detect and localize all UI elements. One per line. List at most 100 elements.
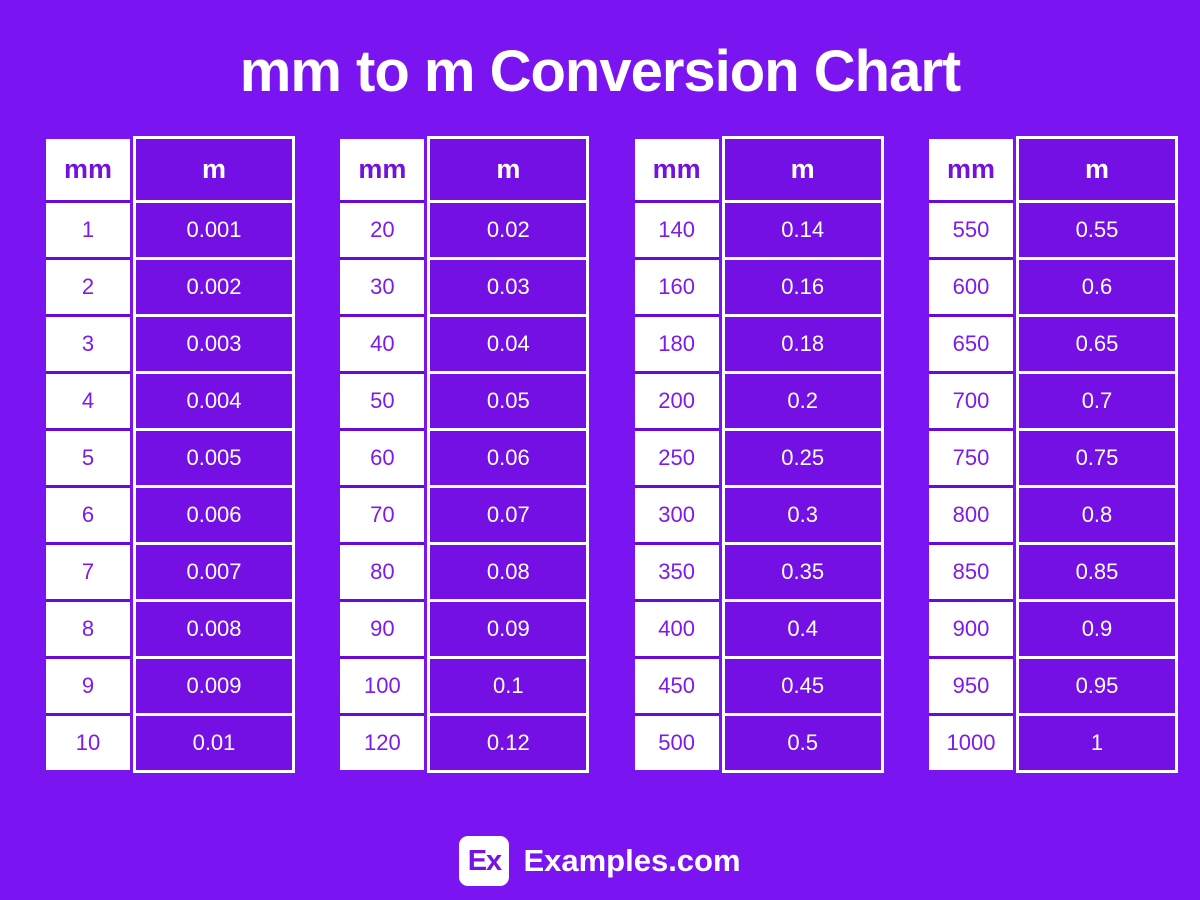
mm-cell: 160 bbox=[634, 257, 719, 314]
mm-cell: 10 bbox=[46, 713, 130, 770]
mm-cell: 700 bbox=[928, 371, 1013, 428]
m-cell: 0.5 bbox=[724, 713, 881, 770]
mm-cell: 70 bbox=[340, 485, 425, 542]
col-m-column: m 0.02 0.03 0.04 0.05 0.06 0.07 0.08 0.09 0.1 0.12 bbox=[427, 136, 590, 773]
col-header-m: m bbox=[1018, 139, 1175, 200]
mm-cell: 20 bbox=[340, 200, 425, 257]
m-cell: 0.85 bbox=[1018, 542, 1175, 599]
m-cell: 0.004 bbox=[136, 371, 292, 428]
m-cell: 0.05 bbox=[430, 371, 587, 428]
m-cell: 0.75 bbox=[1018, 428, 1175, 485]
mm-cell: 8 bbox=[46, 599, 130, 656]
col-mm-column: mm 140 160 180 200 250 300 350 400 450 500 bbox=[632, 136, 722, 773]
col-header-mm: mm bbox=[928, 139, 1013, 200]
m-cell: 0.1 bbox=[430, 656, 587, 713]
examples-logo-icon: Ex bbox=[459, 836, 510, 886]
m-cell: 0.08 bbox=[430, 542, 587, 599]
mm-cell: 60 bbox=[340, 428, 425, 485]
m-cell: 0.007 bbox=[136, 542, 292, 599]
m-cell: 0.09 bbox=[430, 599, 587, 656]
mm-cell: 90 bbox=[340, 599, 425, 656]
m-cell: 0.25 bbox=[724, 428, 881, 485]
mm-cell: 6 bbox=[46, 485, 130, 542]
mm-cell: 250 bbox=[634, 428, 719, 485]
mm-cell: 750 bbox=[928, 428, 1013, 485]
m-cell: 0.07 bbox=[430, 485, 587, 542]
mm-cell: 100 bbox=[340, 656, 425, 713]
m-cell: 0.7 bbox=[1018, 371, 1175, 428]
m-cell: 0.65 bbox=[1018, 314, 1175, 371]
page-title: mm to m Conversion Chart bbox=[239, 39, 961, 104]
m-cell: 0.35 bbox=[724, 542, 881, 599]
footer-brand: Ex Examples.com bbox=[0, 836, 1200, 886]
mm-cell: 650 bbox=[928, 314, 1013, 371]
mm-cell: 7 bbox=[46, 542, 130, 599]
m-cell: 0.95 bbox=[1018, 656, 1175, 713]
col-m-column: m 0.14 0.16 0.18 0.2 0.25 0.3 0.35 0.4 0.45 0.5 bbox=[721, 136, 884, 773]
m-cell: 0.3 bbox=[724, 485, 881, 542]
logo-text: Ex bbox=[467, 844, 502, 877]
m-cell: 0.12 bbox=[430, 713, 587, 770]
mm-cell: 550 bbox=[928, 200, 1013, 257]
mm-cell: 950 bbox=[928, 656, 1013, 713]
mm-cell: 450 bbox=[634, 656, 719, 713]
mm-cell: 350 bbox=[634, 542, 719, 599]
mm-cell: 180 bbox=[634, 314, 719, 371]
conversion-table-4: mm 550 600 650 700 750 800 850 900 950 1000 m 0.55 0.… bbox=[926, 136, 1178, 773]
m-cell: 0.55 bbox=[1018, 200, 1175, 257]
m-cell: 0.005 bbox=[136, 428, 292, 485]
m-cell: 0.04 bbox=[430, 314, 587, 371]
mm-cell: 9 bbox=[46, 656, 130, 713]
mm-cell: 30 bbox=[340, 257, 425, 314]
mm-cell: 1 bbox=[46, 200, 130, 257]
mm-cell: 300 bbox=[634, 485, 719, 542]
mm-cell: 3 bbox=[46, 314, 130, 371]
mm-cell: 140 bbox=[634, 200, 719, 257]
m-cell: 0.03 bbox=[430, 257, 587, 314]
m-cell: 0.02 bbox=[430, 200, 587, 257]
conversion-tables-container: mm 1 2 3 4 5 6 7 8 9 10 m 0.001 0.002 0.003 0.004 0.005 0… bbox=[0, 136, 1200, 773]
col-header-m: m bbox=[136, 139, 292, 200]
col-header-mm: mm bbox=[46, 139, 130, 200]
conversion-table-3: mm 140 160 180 200 250 300 350 400 450 500 m 0.14 0.1… bbox=[632, 136, 884, 773]
col-header-mm: mm bbox=[634, 139, 719, 200]
mm-cell: 2 bbox=[46, 257, 130, 314]
m-cell: 0.2 bbox=[724, 371, 881, 428]
col-m-column: m 0.55 0.6 0.65 0.7 0.75 0.8 0.85 0.9 0.95 1 bbox=[1015, 136, 1178, 773]
brand-name: Examples.com bbox=[523, 843, 741, 878]
m-cell: 1 bbox=[1018, 713, 1175, 770]
m-cell: 0.006 bbox=[136, 485, 292, 542]
m-cell: 0.01 bbox=[136, 713, 292, 770]
mm-cell: 500 bbox=[634, 713, 719, 770]
mm-cell: 80 bbox=[340, 542, 425, 599]
m-cell: 0.002 bbox=[136, 257, 292, 314]
col-mm-column: mm 550 600 650 700 750 800 850 900 950 1000 bbox=[926, 136, 1016, 773]
m-cell: 0.14 bbox=[724, 200, 881, 257]
mm-cell: 4 bbox=[46, 371, 130, 428]
mm-cell: 900 bbox=[928, 599, 1013, 656]
mm-cell: 40 bbox=[340, 314, 425, 371]
m-cell: 0.4 bbox=[724, 599, 881, 656]
m-cell: 0.16 bbox=[724, 257, 881, 314]
m-cell: 0.008 bbox=[136, 599, 292, 656]
mm-cell: 600 bbox=[928, 257, 1013, 314]
mm-cell: 400 bbox=[634, 599, 719, 656]
m-cell: 0.9 bbox=[1018, 599, 1175, 656]
m-cell: 0.18 bbox=[724, 314, 881, 371]
mm-cell: 120 bbox=[340, 713, 425, 770]
m-cell: 0.06 bbox=[430, 428, 587, 485]
m-cell: 0.001 bbox=[136, 200, 292, 257]
col-header-m: m bbox=[724, 139, 881, 200]
col-header-mm: mm bbox=[340, 139, 425, 200]
m-cell: 0.009 bbox=[136, 656, 292, 713]
col-mm-column: mm 1 2 3 4 5 6 7 8 9 10 bbox=[43, 136, 133, 773]
m-cell: 0.6 bbox=[1018, 257, 1175, 314]
mm-cell: 1000 bbox=[928, 713, 1013, 770]
mm-cell: 50 bbox=[340, 371, 425, 428]
m-cell: 0.8 bbox=[1018, 485, 1175, 542]
mm-cell: 850 bbox=[928, 542, 1013, 599]
mm-cell: 200 bbox=[634, 371, 719, 428]
conversion-table-1: mm 1 2 3 4 5 6 7 8 9 10 m 0.001 0.002 0.003 0.004 0.005 0… bbox=[43, 136, 295, 773]
col-mm-column: mm 20 30 40 50 60 70 80 90 100 120 bbox=[337, 136, 427, 773]
